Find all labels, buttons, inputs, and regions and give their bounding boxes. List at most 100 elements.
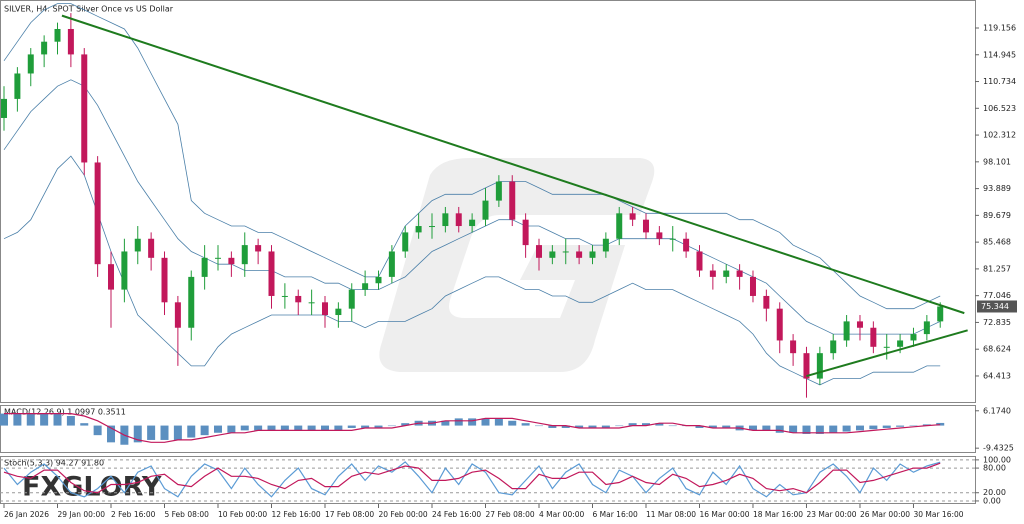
macd-bar	[748, 425, 757, 431]
candle-body	[322, 302, 328, 316]
x-tick-label: 17 Feb 08:00	[325, 510, 374, 519]
macd-bar	[548, 425, 557, 428]
last-price-box	[977, 300, 1017, 313]
x-tick-label: 16 Mar 00:00	[699, 510, 749, 519]
candle-body	[790, 340, 797, 354]
y-tick-label: 114.945	[983, 50, 1016, 59]
macd-bar	[882, 425, 891, 428]
y-tick-label: 106.523	[983, 104, 1016, 113]
candle-body	[763, 295, 770, 309]
candle-body	[482, 200, 489, 220]
candle-body	[683, 238, 690, 252]
macd-bar	[869, 425, 878, 430]
macd-bar	[936, 422, 945, 426]
candle-body	[509, 181, 516, 220]
candle-body	[428, 226, 435, 228]
candle-body	[362, 283, 369, 290]
macd-bar	[53, 413, 62, 426]
macd-bar	[80, 423, 89, 426]
macd-bar	[481, 418, 490, 426]
macd-panel	[0, 405, 976, 453]
candle-body	[335, 308, 342, 316]
y-tick-label: 110.734	[983, 77, 1016, 86]
x-tick-label: 24 Feb 16:00	[432, 510, 481, 519]
macd-bar	[802, 425, 811, 434]
candle-body	[174, 302, 181, 328]
macd-bar	[307, 425, 316, 431]
macd-bar	[133, 425, 142, 443]
candle-body	[241, 245, 248, 265]
macd-bar	[294, 425, 303, 431]
stoch-d	[3, 462, 941, 494]
macd-bar	[601, 425, 610, 428]
macd-bar	[909, 425, 918, 427]
y-tick-label: 98.101	[983, 157, 1011, 166]
macd-bar	[641, 423, 650, 426]
macd-bar	[575, 425, 584, 428]
candle-body	[656, 232, 663, 239]
candle-body	[161, 257, 168, 303]
candle-body	[108, 264, 115, 290]
last-price-label: 75.344	[981, 302, 1009, 311]
candle-body	[134, 238, 141, 252]
x-tick-label: 5 Feb 08:00	[165, 510, 210, 519]
candle-body	[375, 276, 382, 284]
candle-body	[201, 257, 208, 277]
candle-body	[415, 226, 422, 233]
x-tick-label: 26 Mar 00:00	[860, 510, 910, 519]
macd-bar	[254, 425, 263, 431]
macd-bar	[321, 425, 329, 431]
candle-body	[41, 41, 48, 55]
y-tick-label: 0.00	[983, 496, 1001, 505]
y-tick-label: 80.00	[983, 464, 1006, 473]
macd-bar	[708, 425, 717, 428]
macd-bar	[240, 425, 249, 431]
macd-bar	[561, 425, 570, 428]
macd-bar	[160, 425, 169, 440]
macd-bar	[107, 425, 116, 443]
macd-bar	[66, 415, 75, 426]
candle-body	[830, 340, 837, 354]
macd-bar	[147, 425, 156, 440]
macd-bar	[26, 413, 35, 426]
macd-signal	[4, 413, 941, 443]
candle-body	[549, 251, 556, 258]
candle-body	[469, 219, 476, 227]
candle-body	[14, 73, 21, 99]
candle-body	[736, 270, 743, 277]
main-panel	[0, 0, 976, 403]
macd-bar	[468, 418, 477, 426]
bollinger-mid	[3, 79, 941, 335]
x-tick-label: 11 Mar 08:00	[646, 510, 696, 519]
x-tick-label: 27 Feb 08:00	[485, 510, 534, 519]
candle-body	[535, 245, 542, 258]
candle-body	[522, 219, 529, 246]
macd-bar	[615, 425, 624, 427]
candle-body	[616, 213, 623, 239]
macd-bar	[722, 425, 731, 428]
stoch-panel	[0, 456, 976, 504]
y-tick-label: 119.156	[983, 23, 1016, 32]
candle-body	[215, 257, 222, 259]
macd-bar	[361, 425, 370, 428]
watermark: FXGLORY	[22, 472, 162, 503]
candle-body	[589, 251, 596, 258]
macd-bar	[93, 425, 102, 436]
x-tick-label: 6 Mar 16:00	[592, 510, 638, 519]
candle-body	[749, 276, 756, 296]
candle-body	[923, 321, 930, 335]
macd-bar	[267, 425, 276, 431]
y-tick-label: 81.257	[983, 264, 1011, 273]
candle-body	[455, 213, 462, 227]
macd-bar	[374, 425, 383, 428]
macd-bar	[13, 413, 22, 426]
macd-bar	[628, 423, 637, 426]
macd-bar	[173, 425, 182, 440]
y-tick-label: 85.468	[983, 238, 1011, 247]
y-tick-label: 6.1740	[983, 406, 1011, 415]
candle-body	[723, 270, 730, 277]
background-logo	[379, 158, 655, 372]
macd-bar	[401, 423, 410, 426]
stoch-label: Stoch(5,3,3) 94.27 91.80	[4, 459, 104, 468]
